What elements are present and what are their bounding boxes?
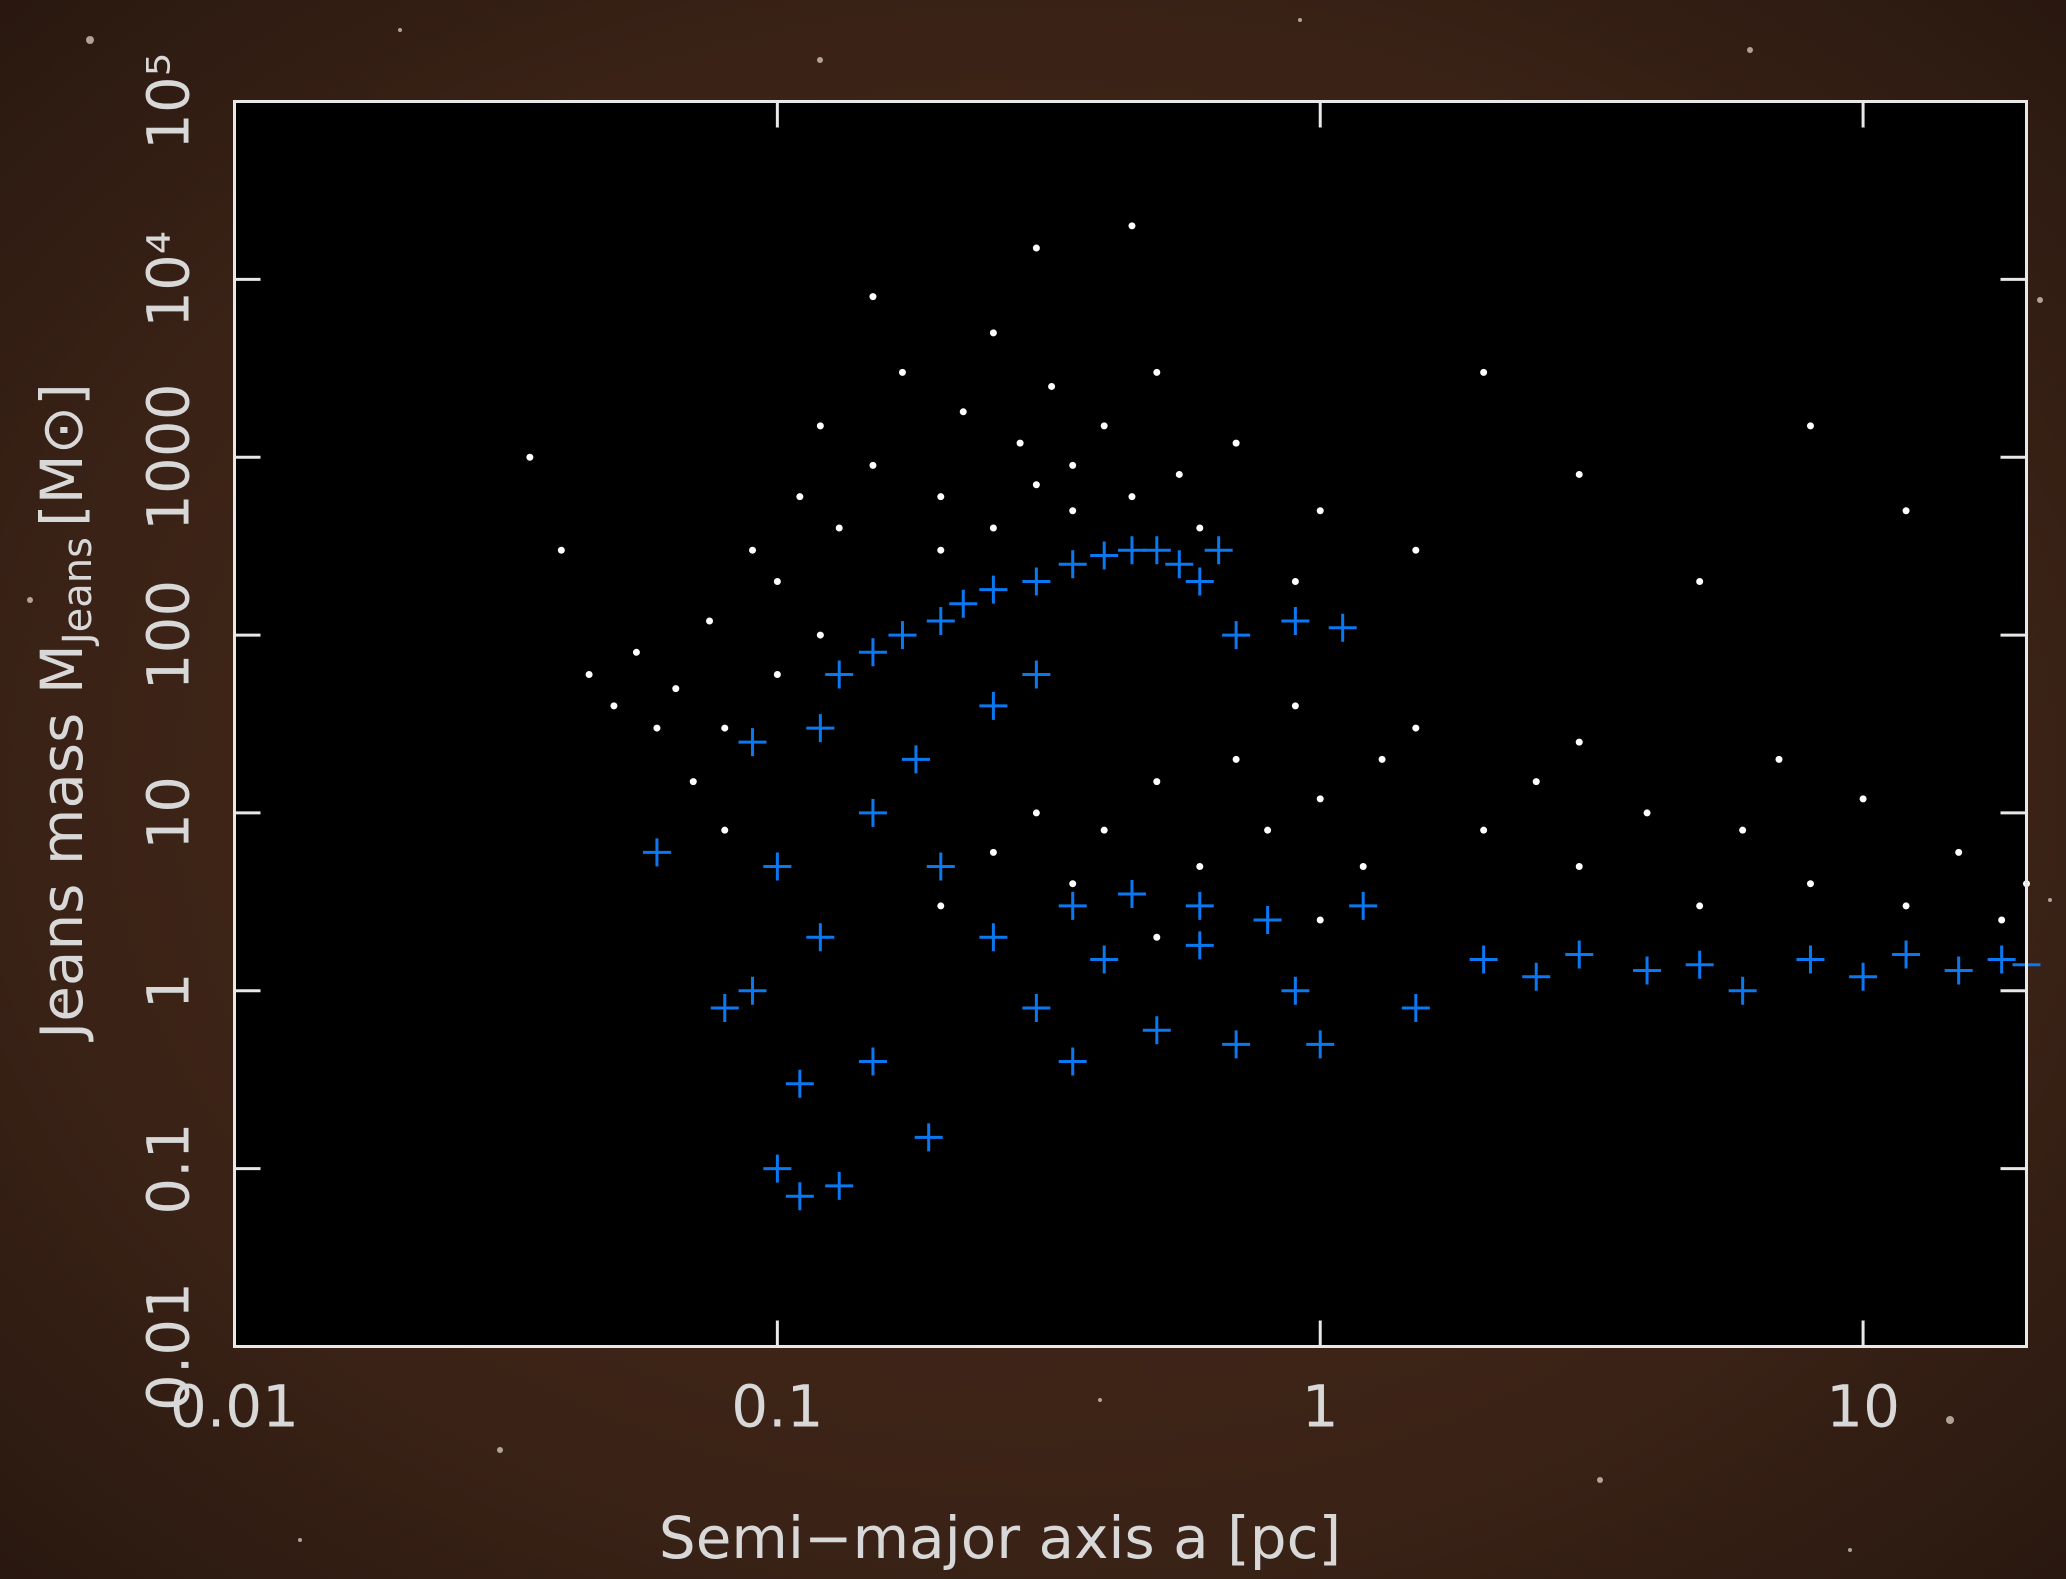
dot-marker: [1233, 756, 1240, 763]
dot-marker: [1955, 849, 1962, 856]
dot-marker: [1480, 827, 1487, 834]
dot-marker: [1048, 383, 1055, 390]
dot-marker: [1576, 863, 1583, 870]
dot-marker: [558, 547, 565, 554]
dot-marker: [869, 462, 876, 469]
dot-marker: [690, 778, 697, 785]
dot-marker: [1069, 462, 1076, 469]
y-tick-label: 1000: [135, 383, 203, 531]
dot-marker: [1576, 739, 1583, 746]
dot-marker: [633, 649, 640, 656]
dot-marker: [749, 547, 756, 554]
x-tick-label: 0.1: [731, 1373, 823, 1441]
dot-marker: [937, 493, 944, 500]
y-axis-label-sub: Jeans: [55, 537, 101, 647]
dot-marker: [1576, 471, 1583, 478]
dot-marker: [1317, 507, 1324, 514]
dot-marker: [1033, 245, 1040, 252]
dot-marker: [1233, 440, 1240, 447]
dot-marker: [1264, 827, 1271, 834]
dot-marker: [1033, 481, 1040, 488]
dot-marker: [937, 547, 944, 554]
dot-marker: [1644, 809, 1651, 816]
chart: Semi−major axis a [pc] Jeans mass MJeans…: [0, 0, 2066, 1579]
y-tick-label: 100: [135, 580, 203, 691]
page: Semi−major axis a [pc] Jeans mass MJeans…: [0, 0, 2066, 1579]
dot-marker: [1196, 863, 1203, 870]
dot-marker: [721, 827, 728, 834]
dot-marker: [774, 671, 781, 678]
dot-marker: [1292, 702, 1299, 709]
dot-marker: [1903, 507, 1910, 514]
dot-marker: [1998, 917, 2005, 924]
dot-marker: [706, 617, 713, 624]
x-tick-label: 1: [1302, 1373, 1339, 1441]
dot-marker: [1480, 369, 1487, 376]
dot-marker: [1379, 756, 1386, 763]
dot-marker: [1775, 756, 1782, 763]
dot-marker: [1153, 934, 1160, 941]
dot-marker: [1360, 863, 1367, 870]
dot-marker: [1069, 507, 1076, 514]
dot-marker: [899, 369, 906, 376]
dot-marker: [1807, 880, 1814, 887]
dot-marker: [1317, 917, 1324, 924]
dot-marker: [1807, 422, 1814, 429]
dot-marker: [1153, 369, 1160, 376]
dot-marker: [586, 671, 593, 678]
dot-marker: [1101, 827, 1108, 834]
y-tick-label: 1: [135, 972, 203, 1009]
dot-marker: [1176, 471, 1183, 478]
dot-marker: [1153, 778, 1160, 785]
dot-marker: [610, 702, 617, 709]
dot-marker: [1033, 809, 1040, 816]
dot-marker: [990, 329, 997, 336]
dot-marker: [1128, 222, 1135, 229]
dot-marker: [796, 493, 803, 500]
dot-marker: [1292, 578, 1299, 585]
y-axis-label-main: Jeans mass M: [28, 644, 96, 1042]
dot-marker: [1101, 422, 1108, 429]
dot-marker: [1196, 524, 1203, 531]
dot-marker: [1696, 578, 1703, 585]
plot-area: [235, 102, 2027, 1347]
dot-marker: [1017, 440, 1024, 447]
dot-marker: [1412, 725, 1419, 732]
dot-marker: [1739, 827, 1746, 834]
dot-marker: [817, 632, 824, 639]
dot-marker: [990, 849, 997, 856]
dot-marker: [869, 293, 876, 300]
dot-marker: [1317, 795, 1324, 802]
dot-marker: [960, 408, 967, 415]
y-tick-label: 10: [135, 776, 203, 850]
dot-marker: [526, 454, 533, 461]
dot-marker: [1128, 493, 1135, 500]
dot-marker: [1533, 778, 1540, 785]
y-tick-label: 10⁴: [135, 231, 203, 328]
dot-marker: [672, 685, 679, 692]
dot-marker: [990, 524, 997, 531]
y-axis-label-unit: [M⊙]: [28, 383, 96, 527]
dot-marker: [1903, 902, 1910, 909]
x-axis-label: Semi−major axis a [pc]: [659, 1504, 1341, 1572]
dot-marker: [1696, 902, 1703, 909]
dot-marker: [1860, 795, 1867, 802]
y-axis-label: Jeans mass MJeans [M⊙]: [28, 383, 101, 1042]
dot-marker: [1412, 547, 1419, 554]
y-tick-label: 10⁵: [135, 53, 203, 150]
dot-marker: [653, 725, 660, 732]
y-tick-label: 0.01: [135, 1282, 203, 1411]
dot-marker: [774, 578, 781, 585]
dot-marker: [836, 524, 843, 531]
y-tick-label: 0.1: [135, 1123, 203, 1215]
dot-marker: [817, 422, 824, 429]
x-tick-label: 10: [1826, 1373, 1900, 1441]
dot-marker: [721, 725, 728, 732]
dot-marker: [937, 902, 944, 909]
dot-marker: [1069, 880, 1076, 887]
